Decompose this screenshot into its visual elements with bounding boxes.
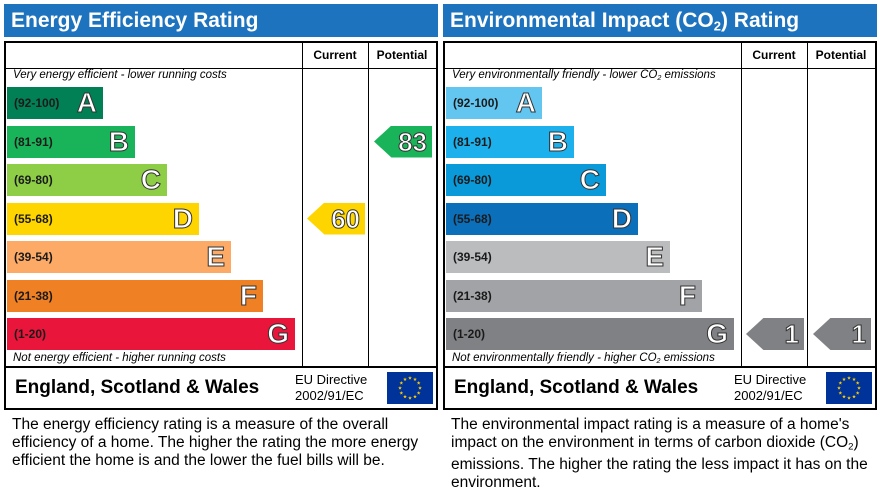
- potential-rating-arrow: 83: [374, 125, 432, 158]
- band-range: (92-100): [14, 96, 60, 110]
- environment-description: The environmental impact rating is a mea…: [451, 416, 871, 492]
- band-c: (69-80) C: [446, 164, 606, 196]
- band-d: (55-68) D: [7, 202, 199, 235]
- bottom-note-tail: emissions: [660, 352, 715, 364]
- band-b: (81-91) B: [446, 125, 574, 158]
- eu-flag-icon: [387, 372, 433, 404]
- band-range: (55-68): [453, 211, 492, 226]
- band-letter: F: [678, 279, 696, 311]
- current-column-header: Current: [313, 48, 357, 62]
- band-letter: C: [140, 164, 161, 196]
- energy-efficiency-panel: Energy Efficiency Rating Current Potenti…: [4, 0, 438, 493]
- potential-column-header: Potential: [376, 48, 428, 62]
- band-e: (39-54) E: [446, 241, 670, 273]
- environment-title: Environmental Impact (CO2) Rating: [443, 4, 877, 37]
- band-range: (21-38): [453, 288, 492, 303]
- band-b: (81-91) B: [7, 125, 135, 158]
- environmental-impact-panel: Environmental Impact (CO2) Rating Curren…: [443, 0, 877, 493]
- directive-line2: 2002/91/EC: [295, 388, 364, 403]
- band-range: (21-38): [14, 288, 53, 303]
- energy-footer: England, Scotland & Wales EU Directive 2…: [4, 368, 438, 410]
- band-c: (69-80) C: [7, 164, 167, 196]
- directive-line1: EU Directive: [295, 372, 368, 387]
- band-letter: F: [239, 279, 257, 311]
- top-note-subscript: 2: [657, 73, 662, 82]
- band-range: (1-20): [14, 327, 47, 341]
- potential-column-divider: [368, 43, 369, 366]
- band-range: (81-91): [453, 134, 492, 149]
- band-d: (55-68) D: [446, 202, 638, 235]
- description-part1: The environmental impact rating is a mea…: [451, 416, 850, 451]
- band-letter: C: [579, 164, 600, 196]
- title-main: Environmental Impact (CO: [450, 9, 714, 32]
- environment-footer: England, Scotland & Wales EU Directive 2…: [443, 368, 877, 410]
- band-letter: E: [206, 241, 226, 273]
- potential-column-header: Potential: [815, 48, 867, 62]
- eu-directive: EU Directive 2002/91/EC: [295, 372, 367, 404]
- potential-rating-arrow: 1: [813, 318, 871, 350]
- band-range: (39-54): [453, 250, 492, 264]
- bottom-note-main: Not environmentally friendly - higher CO: [452, 352, 657, 364]
- band-range: (81-91): [14, 134, 53, 149]
- bottom-note: Not environmentally friendly - higher CO…: [452, 352, 715, 365]
- band-g: (1-20) G: [7, 318, 295, 350]
- bottom-note-subscript: 2: [656, 356, 661, 365]
- energy-title: Energy Efficiency Rating: [4, 4, 438, 37]
- energy-rating-table: Current Potential Very energy efficient …: [4, 41, 438, 368]
- band-range: (55-68): [14, 211, 53, 226]
- band-letter: G: [267, 318, 290, 350]
- band-range: (1-20): [453, 327, 486, 341]
- band-range: (39-54): [14, 250, 53, 264]
- band-letter: A: [515, 87, 536, 119]
- band-letter: A: [76, 87, 97, 119]
- directive-line2: 2002/91/EC: [734, 388, 803, 403]
- band-e: (39-54) E: [7, 241, 231, 273]
- region-label: England, Scotland & Wales: [454, 377, 699, 398]
- title-tail: ) Rating: [720, 9, 800, 32]
- header-divider: [6, 68, 436, 69]
- band-letter: E: [645, 241, 665, 273]
- top-note-main: Very environmentally friendly - lower CO: [452, 69, 658, 81]
- directive-line1: EU Directive: [734, 372, 807, 387]
- current-column-header: Current: [752, 48, 796, 62]
- band-f: (21-38) F: [7, 279, 263, 312]
- band-letter: D: [611, 202, 632, 234]
- current-column-divider: [302, 43, 303, 366]
- description-subscript: 2: [848, 441, 854, 453]
- bottom-note: Not energy efficient - higher running co…: [13, 352, 226, 364]
- band-a: (92-100) A: [446, 87, 542, 119]
- band-g: (1-20) G: [446, 318, 734, 350]
- title-subscript: 2: [713, 18, 721, 34]
- potential-column-divider: [807, 43, 808, 366]
- top-note: Very energy efficient - lower running co…: [13, 69, 227, 81]
- band-letter: B: [108, 125, 129, 157]
- band-a: (92-100) A: [7, 87, 103, 119]
- eu-flag-icon: [826, 372, 872, 404]
- band-letter: D: [172, 202, 193, 234]
- band-letter: B: [547, 125, 568, 157]
- top-note-tail: emissions: [661, 69, 716, 81]
- band-range: (69-80): [453, 173, 492, 187]
- band-range: (69-80): [14, 173, 53, 187]
- environment-rating-table: Current Potential Very environmentally f…: [443, 41, 877, 368]
- current-rating-arrow: 60: [307, 202, 365, 235]
- current-rating-arrow: 1: [746, 318, 804, 350]
- band-letter: G: [706, 318, 729, 350]
- band-range: (92-100): [453, 96, 499, 110]
- description-part2: ) emissions. The higher the rating the l…: [451, 434, 868, 492]
- band-f: (21-38) F: [446, 279, 702, 312]
- header-divider: [445, 68, 875, 69]
- region-label: England, Scotland & Wales: [15, 377, 260, 398]
- eu-directive: EU Directive 2002/91/EC: [734, 372, 806, 404]
- top-note: Very environmentally friendly - lower CO…: [452, 69, 716, 82]
- current-column-divider: [741, 43, 742, 366]
- energy-description: The energy efficiency rating is a measur…: [12, 416, 419, 469]
